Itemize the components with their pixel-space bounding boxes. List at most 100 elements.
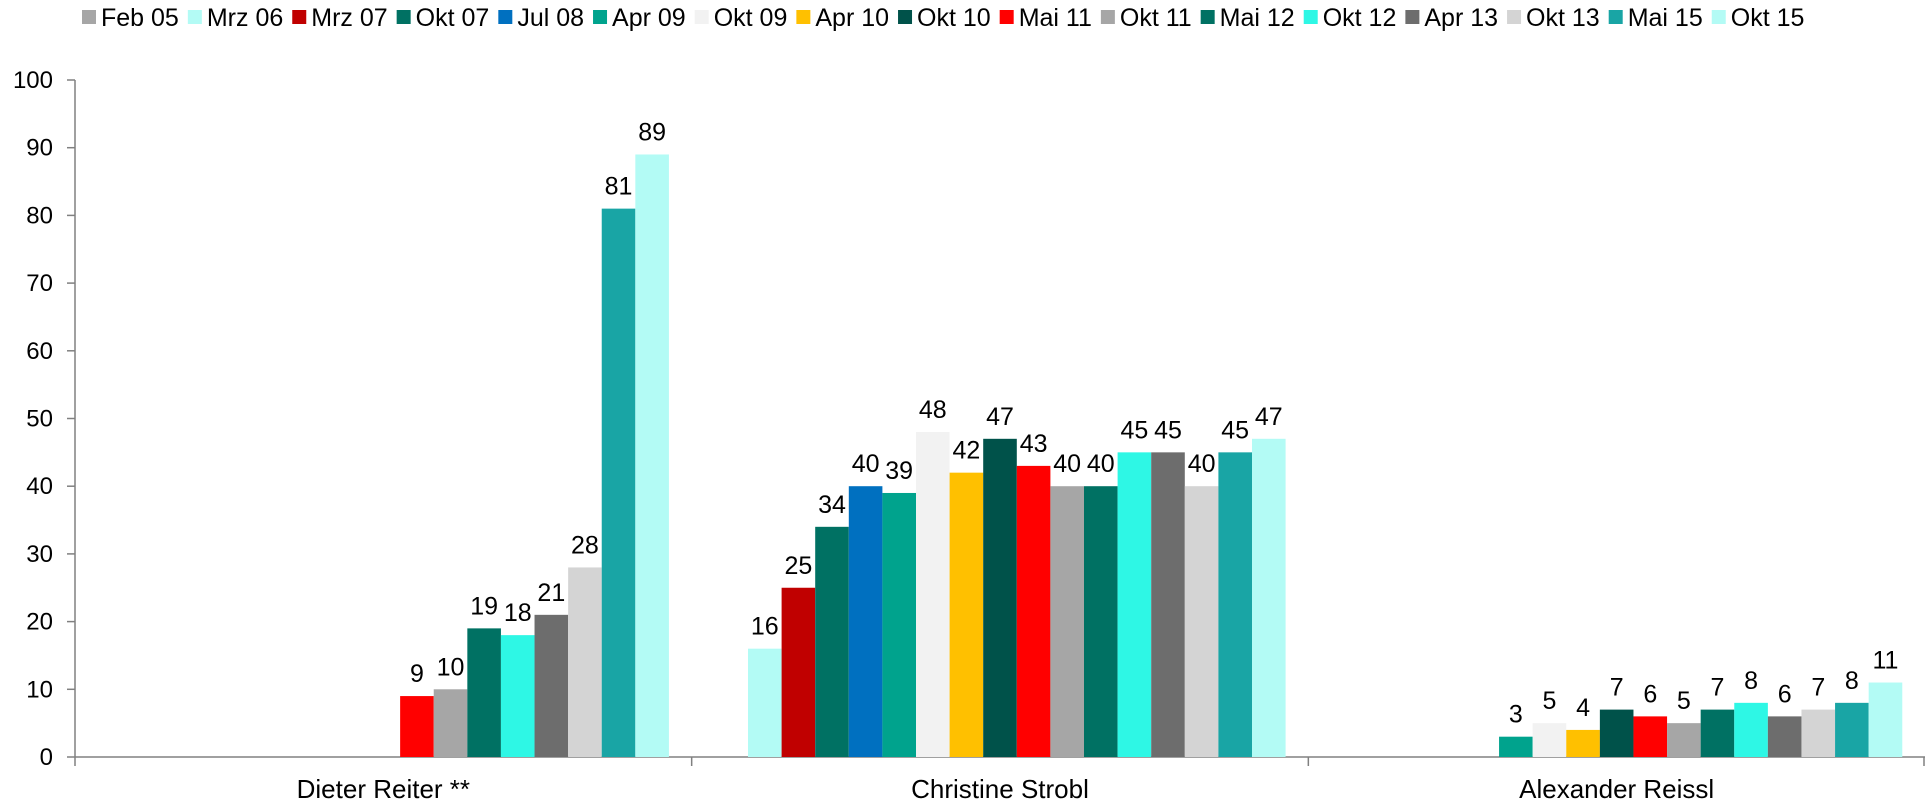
bar	[500, 635, 535, 757]
bar	[601, 208, 636, 757]
legend-label: Okt 09	[714, 4, 788, 32]
bar-value-label: 9	[410, 660, 424, 688]
x-category-label: Alexander Reissl	[1519, 774, 1714, 802]
bar	[748, 648, 782, 757]
legend-item: Okt 09	[694, 4, 788, 32]
bar-value-label: 5	[1543, 687, 1557, 715]
legend-item: Feb 05	[82, 4, 179, 32]
bar-value-label: 8	[1845, 667, 1859, 695]
bar-value-label: 3	[1509, 701, 1523, 729]
legend-swatch	[1303, 10, 1318, 24]
bar	[467, 628, 501, 757]
y-tick-label: 80	[26, 202, 53, 229]
bar	[400, 696, 434, 757]
bar-value-label: 34	[818, 491, 846, 519]
bar-value-label: 40	[852, 450, 880, 478]
bar	[1532, 723, 1567, 757]
bar-value-label: 89	[638, 118, 666, 146]
bar	[635, 154, 669, 758]
bar	[1499, 736, 1533, 757]
chart-bars	[400, 154, 1903, 758]
legend-item: Mai 12	[1200, 4, 1295, 32]
legend-label: Jul 08	[517, 4, 584, 32]
bar	[815, 526, 849, 757]
legend-item: Apr 10	[796, 4, 889, 32]
legend-label: Okt 11	[1120, 4, 1192, 32]
x-axis: Dieter Reiter ** Christine Strobl Alexande…	[74, 756, 1925, 802]
legend-swatch	[1100, 10, 1115, 24]
legend-swatch	[694, 10, 709, 24]
bar	[1218, 452, 1252, 757]
bar-value-label: 16	[751, 613, 779, 641]
legend-label: Apr 09	[612, 4, 686, 32]
bar-value-label: 5	[1677, 687, 1691, 715]
bar	[1835, 702, 1869, 757]
legend-swatch	[1200, 10, 1215, 24]
legend-swatch	[796, 10, 811, 24]
bar-value-label: 6	[1778, 680, 1792, 708]
legend-swatch	[1608, 10, 1623, 24]
bar	[1801, 709, 1836, 757]
bar	[1151, 452, 1185, 757]
y-axis: 0 10 20 30 40 50 60 70 80 90 100	[13, 67, 76, 771]
bar	[882, 492, 916, 757]
bar-value-label: 21	[537, 579, 565, 607]
chart-legend: Feb 05 Mrz 06 Mrz 07 Okt 07 Jul 08 Apr 09 Okt …	[82, 4, 1804, 32]
bar	[781, 587, 816, 757]
legend-label: Mrz 06	[207, 4, 283, 32]
bar	[1016, 465, 1051, 757]
legend-label: Feb 05	[101, 4, 179, 32]
bar-value-label: 10	[437, 653, 465, 681]
bar-value-label: 39	[885, 457, 913, 485]
legend-swatch	[498, 10, 513, 24]
bar-value-label: 45	[1154, 416, 1182, 444]
bar	[916, 432, 950, 757]
legend-label: Mai 12	[1220, 4, 1295, 32]
bar	[848, 486, 883, 757]
bar-value-label: 4	[1576, 694, 1590, 722]
bar-value-label: 45	[1120, 416, 1148, 444]
bar	[1050, 486, 1084, 757]
legend-label: Okt 12	[1323, 4, 1397, 32]
y-tick-label: 90	[26, 135, 53, 162]
legend-swatch	[396, 10, 411, 24]
bar	[1700, 709, 1735, 757]
bar	[1767, 716, 1802, 757]
x-category-label: Christine Strobl	[911, 774, 1089, 802]
bar	[1117, 452, 1152, 757]
bar	[949, 472, 984, 757]
legend-item: Okt 11	[1100, 4, 1192, 32]
legend-label: Mai 15	[1628, 4, 1703, 32]
x-category-label: Dieter Reiter **	[297, 774, 470, 802]
y-tick-label: 40	[26, 473, 53, 500]
legend-swatch	[187, 10, 202, 24]
bar	[1734, 702, 1768, 757]
y-tick-label: 70	[26, 270, 53, 297]
legend-item: Mai 15	[1608, 4, 1703, 32]
bar	[1084, 486, 1118, 757]
legend-swatch	[999, 10, 1014, 24]
bar-value-label: 45	[1221, 416, 1249, 444]
legend-label: Okt 13	[1526, 4, 1600, 32]
bar-value-label: 43	[1020, 430, 1048, 458]
legend-swatch	[82, 10, 96, 24]
legend-label: Mai 11	[1019, 4, 1092, 32]
bar	[1184, 486, 1219, 757]
legend-swatch	[593, 10, 608, 24]
bar-value-label: 40	[1053, 450, 1081, 478]
bar	[1868, 682, 1903, 757]
bar-value-label: 11	[1872, 647, 1898, 675]
legend-item: Okt 13	[1507, 4, 1600, 32]
bar-value-label: 25	[784, 552, 812, 580]
bar-value-label: 7	[1711, 674, 1725, 702]
y-tick-label: 0	[40, 744, 53, 771]
legend-item: Mrz 07	[292, 4, 388, 32]
y-tick-label: 50	[26, 406, 53, 433]
bar	[983, 438, 1017, 757]
legend-label: Apr 13	[1424, 4, 1498, 32]
y-tick-label: 10	[26, 676, 53, 703]
bar-value-label: 28	[571, 531, 599, 559]
bar	[534, 614, 569, 757]
